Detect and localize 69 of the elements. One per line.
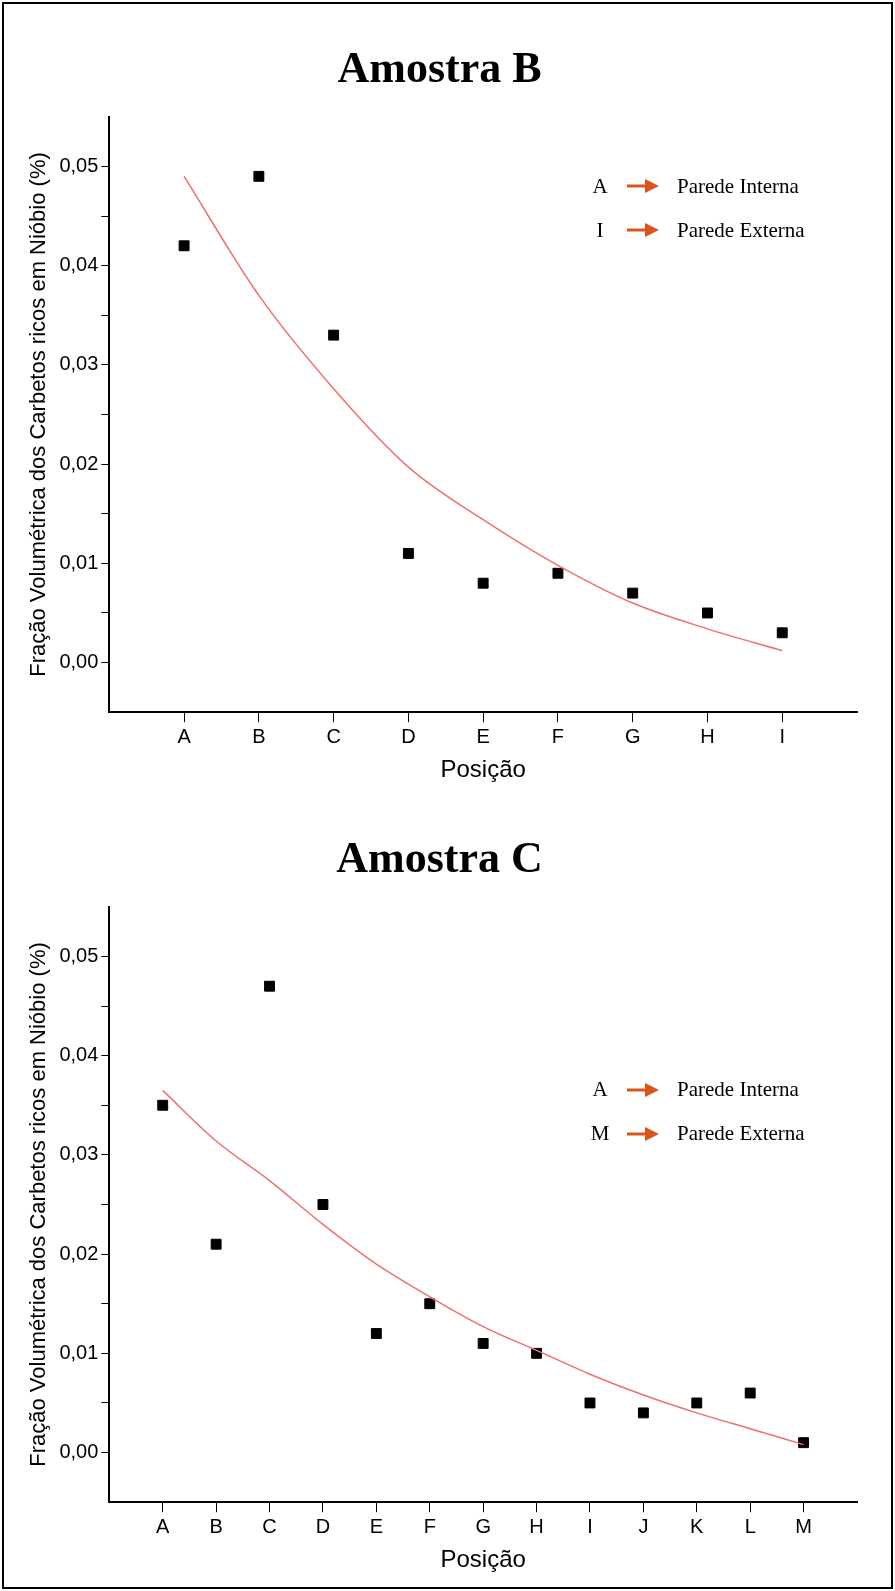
y-tick-label: 0,00 xyxy=(59,1440,99,1463)
annotation: Parede Interna xyxy=(677,173,799,199)
point xyxy=(552,567,564,579)
x-tick-label: E xyxy=(476,724,490,747)
x-tick-label: C xyxy=(326,724,341,747)
y-tick-label: 0,01 xyxy=(59,550,99,573)
point xyxy=(477,1337,489,1349)
point xyxy=(798,1437,810,1449)
x-tick-label: B xyxy=(252,724,266,747)
annotation: Parede Externa xyxy=(677,1121,805,1147)
x-tick-label: F xyxy=(551,724,565,747)
annotation: M xyxy=(589,1121,611,1147)
point xyxy=(691,1397,703,1409)
x-tick-label: F xyxy=(423,1514,436,1537)
y-axis-title: Fração Volumétrica dos Carbetos ricos em Nióbio (%) xyxy=(25,152,51,677)
x-tick-label: I xyxy=(587,1514,593,1537)
x-tick-label: B xyxy=(209,1514,223,1537)
annotation: A xyxy=(591,173,609,199)
chart-title: Amostra B xyxy=(337,42,542,92)
y-tick-label: 0,03 xyxy=(59,352,99,375)
x-tick-label: I xyxy=(779,724,786,747)
x-tick-label: D xyxy=(315,1514,331,1537)
y-tick-label: 0,01 xyxy=(59,1340,99,1363)
point xyxy=(264,980,275,992)
point xyxy=(210,1238,222,1250)
y-tick-label: 0,02 xyxy=(59,451,99,474)
point xyxy=(702,607,713,619)
x-tick-label: A xyxy=(177,724,192,747)
y-tick-label: 0,03 xyxy=(59,1142,99,1165)
point xyxy=(627,587,639,599)
y-tick-label: 0,05 xyxy=(59,943,99,966)
point xyxy=(637,1407,649,1419)
x-tick-label: A xyxy=(156,1514,171,1537)
x-tick-label: D xyxy=(401,724,416,747)
x-tick-label: H xyxy=(529,1514,544,1537)
y-tick-label: 0,00 xyxy=(59,650,99,673)
y-tick-label: 0,02 xyxy=(59,1241,99,1264)
x-axis-title: Posição xyxy=(440,1545,526,1573)
y-tick-label: 0,04 xyxy=(59,253,99,276)
point xyxy=(253,170,265,182)
point xyxy=(477,577,489,589)
annotation: Parede Interna xyxy=(677,1077,799,1103)
x-tick-label: G xyxy=(475,1514,491,1537)
x-tick-label: G xyxy=(624,724,641,747)
annotation: A xyxy=(591,1077,609,1103)
x-tick-label: J xyxy=(638,1514,649,1537)
point xyxy=(328,329,340,341)
annotation: I xyxy=(595,217,605,243)
y-tick-label: 0,04 xyxy=(59,1043,99,1066)
x-tick-label: C xyxy=(262,1514,277,1537)
point xyxy=(584,1397,596,1409)
y-axis-title: Fração Volumétrica dos Carbetos ricos em Nióbio (%) xyxy=(25,942,51,1467)
point xyxy=(178,240,190,252)
chart-title: Amostra C xyxy=(336,832,543,882)
x-tick-label: L xyxy=(744,1514,756,1537)
point xyxy=(776,627,788,639)
x-tick-label: H xyxy=(700,724,715,747)
x-tick-label: M xyxy=(795,1514,812,1537)
point xyxy=(424,1298,436,1310)
point xyxy=(370,1328,382,1339)
point xyxy=(317,1199,329,1210)
point xyxy=(402,547,414,559)
x-tick-label: E xyxy=(369,1514,384,1537)
annotation: Parede Externa xyxy=(677,217,805,243)
point xyxy=(744,1387,756,1399)
point xyxy=(157,1099,169,1111)
y-tick-label: 0,05 xyxy=(59,153,99,176)
x-tick-label: K xyxy=(690,1514,705,1537)
x-axis-title: Posição xyxy=(440,755,526,783)
